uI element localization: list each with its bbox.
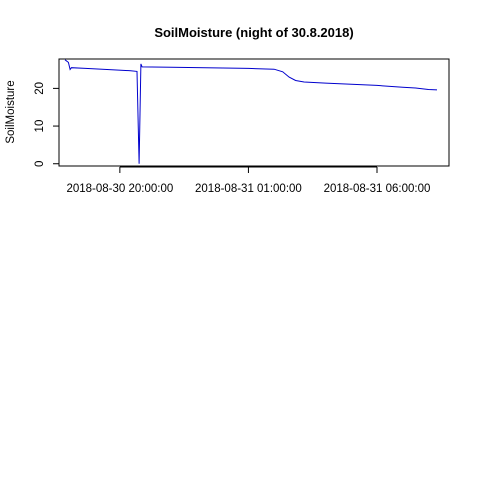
y-axis: 0 10 20 bbox=[34, 82, 60, 167]
y-tick-label: 20 bbox=[34, 82, 46, 95]
x-tick-label: 2018-08-31 06:00:00 bbox=[324, 183, 431, 195]
y-tick-label: 10 bbox=[34, 120, 46, 133]
y-tick-label: 0 bbox=[34, 161, 46, 167]
x-axis: 2018-08-30 20:00:00 2018-08-31 01:00:00 20… bbox=[66, 166, 431, 195]
x-tick-label: 2018-08-31 01:00:00 bbox=[195, 183, 302, 195]
x-tick-label: 2018-08-30 20:00:00 bbox=[66, 183, 173, 195]
series-line bbox=[64, 59, 438, 164]
series-layer bbox=[64, 59, 438, 164]
chart-title: SoilMoisture (night of 30.8.2018) bbox=[154, 25, 353, 40]
plot-frame bbox=[58, 58, 450, 167]
y-axis-label: SoilMoisture bbox=[5, 80, 17, 143]
